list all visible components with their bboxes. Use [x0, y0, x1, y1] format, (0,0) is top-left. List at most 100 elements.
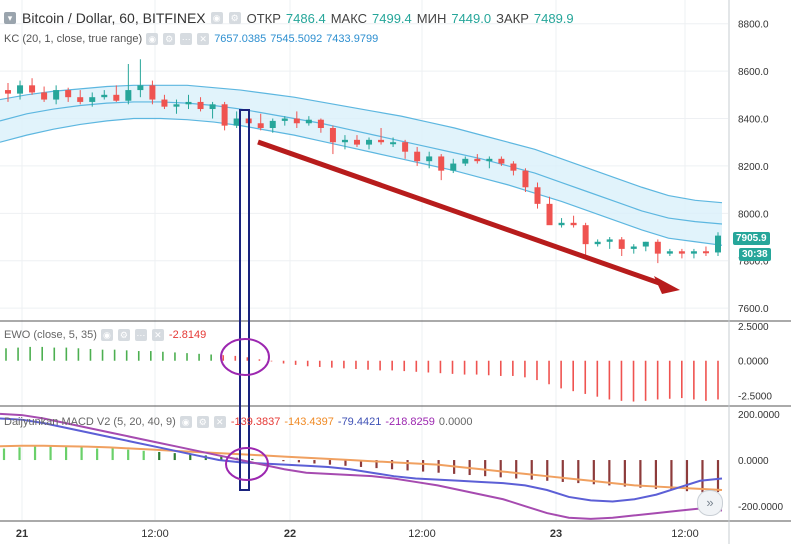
candle: [77, 97, 84, 102]
candle: [161, 99, 168, 107]
ewo-value: -2.8149: [168, 329, 207, 341]
candle: [654, 241, 661, 254]
candle: [426, 156, 433, 162]
annotation-rectangle: [239, 109, 250, 491]
trend-arrow: [257, 139, 663, 287]
close-icon[interactable]: ✕: [213, 416, 226, 428]
x-tick-label: 12:00: [671, 528, 699, 540]
y-tick-label: 8600.0: [738, 67, 769, 78]
macd-legend: Daijyunkan MACD V2 (5, 20, 40, 9) ◉ ⚙ ✕ …: [4, 416, 473, 428]
more-icon[interactable]: ⋯: [180, 33, 193, 45]
macd-value-1: -139.3837: [230, 416, 281, 428]
y-tick-label: 200.0000: [738, 410, 780, 421]
macd-legend-name: Daijyunkan MACD V2 (5, 20, 40, 9): [4, 416, 176, 428]
eye-icon[interactable]: ◉: [100, 329, 113, 341]
macd-orange-line: [0, 444, 723, 492]
symbol-title: Bitcoin / Dollar, 60, BITFINEX: [22, 10, 206, 26]
candle: [690, 251, 697, 254]
kc-mid-line: [0, 101, 723, 225]
chevron-down-icon[interactable]: ▾: [4, 12, 16, 24]
candle: [534, 187, 541, 204]
candle: [486, 158, 493, 162]
settings-icon[interactable]: ⚙: [163, 33, 176, 45]
candle: [666, 251, 673, 254]
candle: [390, 142, 397, 145]
candle: [173, 104, 180, 107]
candle: [269, 120, 276, 128]
candle: [606, 239, 613, 242]
candle: [546, 203, 553, 226]
ohlc-close-value: 7489.9: [533, 10, 574, 26]
candle: [113, 94, 120, 101]
y-tick-label: -200.0000: [738, 502, 783, 513]
candle: [366, 139, 373, 145]
candle: [715, 235, 721, 253]
candle: [414, 151, 421, 162]
eye-icon[interactable]: ◉: [146, 33, 159, 45]
ohlc-close-label: ЗАКР: [496, 10, 529, 26]
ewo-legend: EWO (close, 5, 35) ◉ ⚙ ⋯ ✕ -2.8149: [4, 329, 206, 341]
ohlc-low-label: МИН: [416, 10, 447, 26]
ohlc-high-value: 7499.4: [372, 10, 412, 26]
last-price-badge: 7905.9: [733, 232, 770, 245]
candle: [89, 97, 96, 102]
candle: [17, 85, 24, 94]
candle: [474, 158, 481, 162]
candle: [221, 104, 228, 126]
macd-value-2: -143.4397: [284, 416, 334, 428]
x-tick-label: 12:00: [141, 528, 169, 540]
y-tick-label: 8800.0: [738, 20, 769, 31]
candle: [305, 119, 312, 124]
close-icon[interactable]: ✕: [197, 33, 210, 45]
kc-lower-line: [0, 117, 723, 246]
candle: [65, 90, 72, 98]
candle: [149, 85, 156, 100]
macd-blue-line: [0, 417, 723, 503]
ohlc-open-label: ОТКР: [246, 10, 281, 26]
y-tick-label: -2.5000: [738, 391, 772, 402]
main-legend: ▾ Bitcoin / Dollar, 60, BITFINEX ◉ ⚙ ОТК…: [4, 10, 574, 26]
candle: [101, 94, 108, 98]
macd-value-5: 0.0000: [438, 416, 473, 428]
settings-icon[interactable]: ⚙: [196, 416, 209, 428]
ewo-legend-name: EWO (close, 5, 35): [4, 329, 97, 341]
y-tick-label: 2.5000: [738, 322, 769, 333]
settings-icon[interactable]: ⚙: [117, 329, 130, 341]
candle: [353, 139, 360, 145]
candle: [702, 251, 709, 254]
more-icon[interactable]: ⋯: [134, 329, 147, 341]
x-tick-label: 21: [16, 528, 28, 540]
candle: [630, 246, 637, 249]
candle: [402, 142, 409, 152]
ohlc-open-value: 7486.4: [285, 10, 326, 26]
candle: [438, 156, 445, 171]
candle: [462, 158, 469, 164]
kc-band-fill: [0, 85, 722, 246]
candle: [570, 222, 577, 226]
kc-upper-value: 7657.0385: [214, 33, 267, 45]
y-tick-label: 7800.0: [738, 257, 769, 268]
forward-icon[interactable]: »: [697, 490, 723, 516]
y-tick-label: 0.0000: [738, 456, 769, 467]
close-icon[interactable]: ✕: [151, 329, 164, 341]
candle: [341, 139, 348, 143]
candle: [257, 123, 264, 128]
candle: [53, 90, 60, 100]
macd-purple-line: [0, 412, 723, 520]
candle: [522, 170, 529, 188]
annotation-circle: [225, 447, 269, 481]
candle: [197, 101, 204, 110]
candle: [29, 85, 36, 93]
x-tick-label: 12:00: [408, 528, 436, 540]
candle: [329, 128, 336, 143]
settings-icon[interactable]: ⚙: [228, 12, 241, 24]
y-tick-label: 8200.0: [738, 162, 769, 173]
candle: [185, 101, 192, 105]
y-tick-label: 0.0000: [738, 357, 769, 368]
candle: [41, 92, 48, 100]
eye-icon[interactable]: ◉: [179, 416, 192, 428]
candle: [618, 239, 625, 249]
eye-icon[interactable]: ◉: [210, 12, 223, 24]
